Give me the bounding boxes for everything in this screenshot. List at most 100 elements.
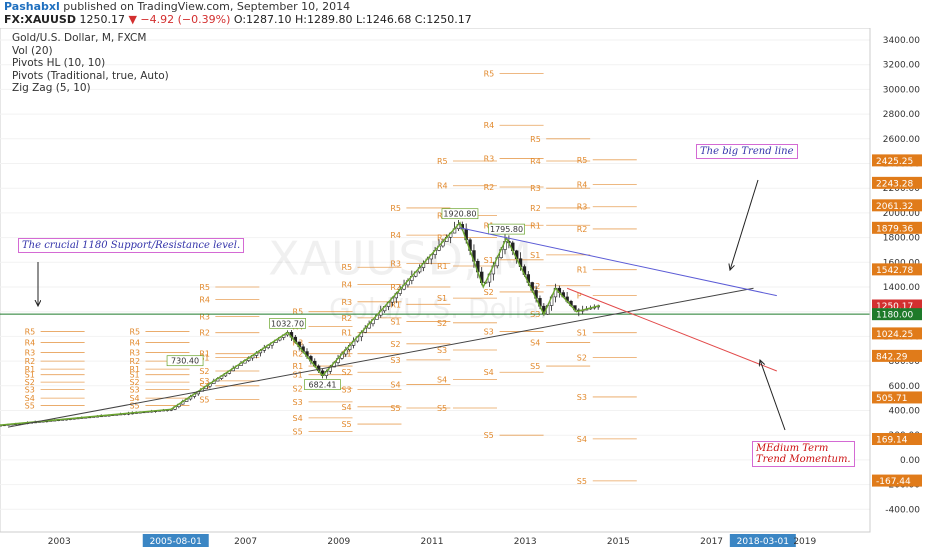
price-tick-label: 0.00 bbox=[900, 456, 920, 466]
pivot-label-r5: R5 bbox=[530, 135, 541, 144]
pivot-label-s5: S5 bbox=[577, 477, 587, 486]
pivot-label-r5: R5 bbox=[199, 283, 210, 292]
pivot-label-r2: R2 bbox=[25, 357, 36, 366]
pivot-label-s3: S3 bbox=[129, 386, 139, 395]
pivot-label-r2: R2 bbox=[293, 350, 304, 359]
pivot-label-s4: S4 bbox=[484, 368, 494, 377]
time-tick-label: 2009 bbox=[327, 537, 350, 547]
price-tick-label: 800.00 bbox=[889, 357, 921, 367]
zigzag-value: 730.40 bbox=[171, 357, 199, 366]
pivot-label-r4: R4 bbox=[199, 295, 210, 304]
pivot-label-r2: R2 bbox=[341, 314, 352, 323]
pivot-label-r3: R3 bbox=[530, 184, 541, 193]
pivot-label-r3: R3 bbox=[577, 203, 588, 212]
pivot-label-s5: S5 bbox=[199, 395, 209, 404]
indicator-pivots-hl[interactable]: Pivots HL (10, 10) bbox=[12, 57, 106, 69]
price-badge-label: 2243.28 bbox=[876, 179, 913, 189]
price-badge-label: 1542.78 bbox=[876, 266, 913, 276]
pivot-label-s4: S4 bbox=[25, 394, 35, 403]
pivot-label-s4: S4 bbox=[437, 376, 447, 385]
pivot-label-s3: S3 bbox=[199, 377, 209, 386]
time-badge bbox=[142, 534, 209, 547]
time-tick-label: 2011 bbox=[421, 537, 444, 547]
watermark-name: Gold/U.S. Dollar bbox=[329, 292, 551, 325]
pivot-label-r4: R4 bbox=[25, 339, 36, 348]
annotation-support[interactable]: The crucial 1180 Support/Resistance leve… bbox=[18, 238, 245, 253]
indicator-zigzag[interactable]: Zig Zag (5, 10) bbox=[12, 82, 91, 94]
price-tick-label: 1600.00 bbox=[883, 258, 920, 268]
pivot-label-s2: S2 bbox=[484, 288, 494, 297]
ohlc: O:1287.10 H:1289.80 L:1246.68 C:1250.17 bbox=[233, 13, 472, 26]
price-badge-label: 169.14 bbox=[876, 436, 908, 446]
plot-area bbox=[0, 28, 871, 533]
indicator-vol[interactable]: Vol (20) bbox=[12, 44, 53, 57]
pivot-label-s1: S1 bbox=[390, 318, 400, 327]
pivot-label-s4: S4 bbox=[341, 403, 351, 412]
pivot-label-r5: R5 bbox=[25, 327, 36, 336]
pivot-label-r1: R1 bbox=[199, 350, 210, 359]
pivot-label-s5: S5 bbox=[25, 402, 35, 411]
price-badge-label: 1250.17 bbox=[876, 302, 913, 312]
pivot-label-r1: R1 bbox=[129, 365, 140, 374]
zigzag-badge bbox=[166, 355, 204, 367]
pivot-label-r4: R4 bbox=[530, 157, 541, 166]
pivot-label-r5: R5 bbox=[341, 263, 352, 272]
pivot-label-s2: S2 bbox=[25, 378, 35, 387]
pivot-label-s3: S3 bbox=[484, 327, 494, 336]
price-badge-label: 1180.00 bbox=[876, 311, 913, 321]
pivot-label-s3: S3 bbox=[437, 346, 447, 355]
price-badge bbox=[872, 221, 922, 234]
time-badge-label: 2018-03-01 bbox=[737, 537, 789, 547]
pivot-label-s5: S5 bbox=[129, 402, 139, 411]
pivot-label-r1: R1 bbox=[530, 221, 541, 230]
price-tick-label: 3000.00 bbox=[883, 85, 920, 95]
author-link[interactable]: Pashabxl bbox=[4, 0, 60, 13]
price-tick-label: -400.00 bbox=[885, 505, 920, 515]
zigzag-badge bbox=[304, 379, 341, 390]
pivot-label-s4: S4 bbox=[390, 381, 400, 390]
pivot-label-s4: S4 bbox=[129, 394, 139, 403]
zigzag-value: 1795.80 bbox=[490, 225, 523, 234]
arrow-medium-trend bbox=[760, 360, 786, 431]
annotation-medium-trend[interactable]: MEdium Term Trend Momentum. bbox=[752, 441, 855, 467]
pivot-label-r1: R1 bbox=[293, 362, 304, 371]
pivot-label-s1: S1 bbox=[577, 329, 587, 338]
time-tick-label: 2019 bbox=[793, 537, 816, 547]
price-tick-label: 2600.00 bbox=[883, 135, 920, 145]
price-badge bbox=[872, 199, 922, 212]
pivot-label-s4: S4 bbox=[530, 339, 540, 348]
pivot-label-r4: R4 bbox=[129, 339, 140, 348]
pivot-label-r2: R2 bbox=[129, 357, 140, 366]
pivot-label-r3: R3 bbox=[390, 260, 401, 269]
pivot-label-s5: S5 bbox=[484, 431, 494, 440]
symbol[interactable]: FX:XAUUSD bbox=[4, 13, 76, 26]
zigzag-value: 1032.70 bbox=[271, 319, 304, 328]
pivot-label-s1: S1 bbox=[530, 251, 540, 260]
pivot-label-s1: S1 bbox=[129, 371, 139, 380]
pivot-label-s1: S1 bbox=[25, 371, 35, 380]
annotation-big-trend[interactable]: The big Trend line bbox=[696, 144, 798, 159]
pivot-label-r4: R4 bbox=[341, 281, 352, 290]
indicator-main[interactable]: Gold/U.S. Dollar, M, FXCM bbox=[12, 32, 147, 44]
trend-line-medium bbox=[566, 287, 777, 372]
pivot-label-s2: S2 bbox=[530, 282, 540, 291]
pivot-label-s2: S2 bbox=[199, 367, 209, 376]
time-badge bbox=[729, 534, 796, 547]
time-tick-label: 2015 bbox=[607, 537, 630, 547]
price-tick-label: 1800.00 bbox=[883, 234, 920, 244]
pivot-label-s2: S2 bbox=[390, 340, 400, 349]
pivot-label-s5: S5 bbox=[341, 420, 351, 429]
pivot-label-r2: R2 bbox=[577, 225, 588, 234]
pivot-label-r4: R4 bbox=[577, 180, 588, 189]
pivot-label-s2: S2 bbox=[437, 319, 447, 328]
price-badge-label: 1024.25 bbox=[876, 330, 913, 340]
price-tick-label: 2200.00 bbox=[883, 184, 920, 194]
publish-info: Pashabxl published on TradingView.com, S… bbox=[4, 0, 350, 13]
price-tick-label: 3200.00 bbox=[883, 61, 920, 71]
pivot-label-r1: R1 bbox=[390, 300, 401, 309]
pivot-label-r5: R5 bbox=[129, 327, 140, 336]
price-badge-label: 2425.25 bbox=[876, 157, 913, 167]
indicator-pivots[interactable]: Pivots (Traditional, true, Auto) bbox=[12, 69, 169, 82]
price-tick-label: 3400.00 bbox=[883, 36, 920, 46]
